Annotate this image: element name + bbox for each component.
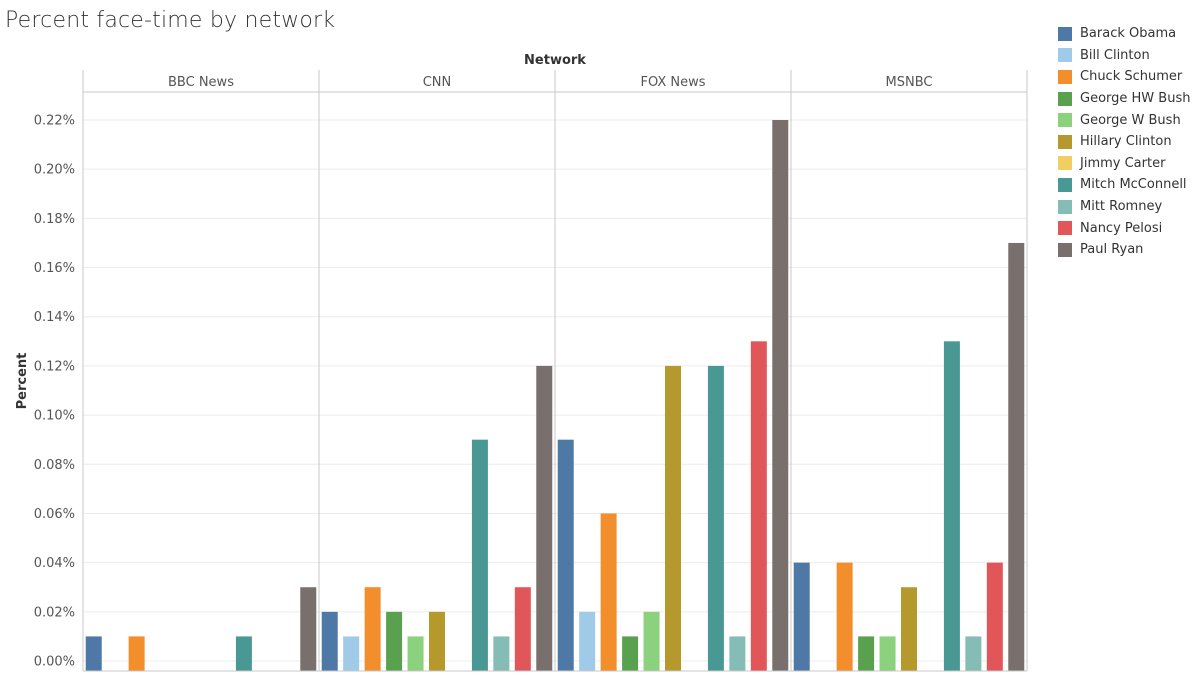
y-tick-label: 0.16% — [34, 261, 75, 276]
bar — [235, 636, 252, 671]
legend-label: Chuck Schumer — [1080, 69, 1183, 85]
bar — [429, 611, 445, 671]
bar — [643, 611, 660, 671]
chart-title: Percent face-time by network — [5, 8, 336, 33]
y-axis-label: Percent — [15, 353, 30, 410]
legend-swatch — [1058, 242, 1072, 257]
legend-label: George HW Bush — [1080, 91, 1191, 107]
bar — [622, 636, 639, 671]
panel-frame — [82, 70, 1028, 672]
bar — [1008, 242, 1025, 672]
legend-label: Jimmy Carter — [1080, 155, 1166, 171]
legend-swatch — [1058, 221, 1072, 236]
y-tick-label: 0.18% — [34, 212, 75, 227]
bar — [772, 120, 789, 671]
legend-swatch — [1058, 199, 1072, 214]
legend-item[interactable]: Bill Clinton — [1058, 45, 1190, 67]
legend-swatch — [1058, 26, 1072, 41]
bar — [793, 562, 810, 671]
legend-swatch — [1058, 113, 1072, 128]
chart-area: Network Percent BBC News CNN FOX News MSNBC… — [15, 53, 1028, 672]
panel-header: MSNBC — [886, 75, 933, 90]
bar — [879, 636, 896, 671]
legend-swatch — [1058, 48, 1072, 63]
legend-label: Paul Ryan — [1080, 242, 1144, 258]
bar — [493, 636, 510, 671]
bar — [85, 636, 102, 671]
legend-swatch — [1058, 156, 1072, 171]
legend: Barack Obama Bill Clinton Chuck Schumer Geo… — [1058, 23, 1190, 261]
y-axis-ticks: 0.00% 0.02% 0.04% 0.06% 0.08% 0.10% 0.12% 0.14%… — [34, 114, 75, 670]
bar — [729, 636, 746, 671]
bar — [536, 365, 553, 671]
bar — [128, 636, 145, 671]
legend-label: George W Bush — [1080, 112, 1181, 128]
legend-item[interactable]: Mitch McConnell — [1058, 174, 1190, 196]
bar — [557, 439, 574, 671]
y-tick-label: 0.20% — [34, 163, 75, 178]
legend-label: Nancy Pelosi — [1080, 220, 1163, 236]
bar — [965, 636, 982, 671]
bar — [901, 587, 917, 671]
legend-label: Mitch McConnell — [1080, 177, 1187, 193]
column-header: Network — [524, 53, 586, 68]
y-tick-label: 0.08% — [34, 458, 75, 473]
bar — [707, 365, 724, 671]
y-tick-label: 0.10% — [34, 409, 75, 424]
bar — [407, 636, 424, 671]
legend-item[interactable]: Paul Ryan — [1058, 239, 1190, 261]
y-tick-label: 0.12% — [34, 359, 75, 374]
y-tick-label: 0.22% — [34, 114, 75, 129]
bar — [858, 636, 875, 671]
bar — [986, 562, 1003, 671]
legend-swatch — [1058, 177, 1072, 192]
bar — [943, 341, 960, 671]
panel-header: BBC News — [168, 75, 234, 90]
legend-item[interactable]: George HW Bush — [1058, 88, 1190, 110]
bar — [579, 611, 596, 671]
legend-item[interactable]: George W Bush — [1058, 109, 1190, 131]
legend-label: Bill Clinton — [1080, 47, 1150, 63]
bar — [471, 439, 488, 671]
legend-item[interactable]: Chuck Schumer — [1058, 66, 1190, 88]
bar — [343, 636, 360, 671]
legend-item[interactable]: Barack Obama — [1058, 23, 1190, 45]
y-tick-label: 0.00% — [34, 655, 75, 670]
bar — [364, 587, 381, 671]
panel-headers: BBC News CNN FOX News MSNBC — [168, 75, 932, 90]
bar — [514, 587, 531, 671]
legend-item[interactable]: Mitt Romney — [1058, 196, 1190, 218]
legend-label: Barack Obama — [1080, 26, 1177, 42]
bar — [600, 513, 617, 671]
bar — [665, 365, 681, 671]
legend-item[interactable]: Nancy Pelosi — [1058, 217, 1190, 239]
panel-header: FOX News — [640, 75, 705, 90]
y-tick-label: 0.02% — [34, 605, 75, 620]
y-tick-label: 0.14% — [34, 310, 75, 325]
panel-header: CNN — [423, 75, 452, 90]
bar — [836, 562, 853, 671]
legend-label: Hillary Clinton — [1080, 134, 1172, 150]
bar — [750, 341, 767, 671]
y-tick-label: 0.06% — [34, 507, 75, 522]
bar — [300, 587, 317, 671]
legend-swatch — [1058, 69, 1072, 84]
y-tick-label: 0.04% — [34, 556, 75, 571]
legend-swatch — [1058, 91, 1072, 106]
bar — [321, 611, 338, 671]
legend-swatch — [1058, 134, 1072, 149]
legend-item[interactable]: Jimmy Carter — [1058, 153, 1190, 175]
bars — [85, 120, 1025, 672]
legend-item[interactable]: Hillary Clinton — [1058, 131, 1190, 153]
bar — [386, 611, 403, 671]
legend-label: Mitt Romney — [1080, 199, 1163, 215]
